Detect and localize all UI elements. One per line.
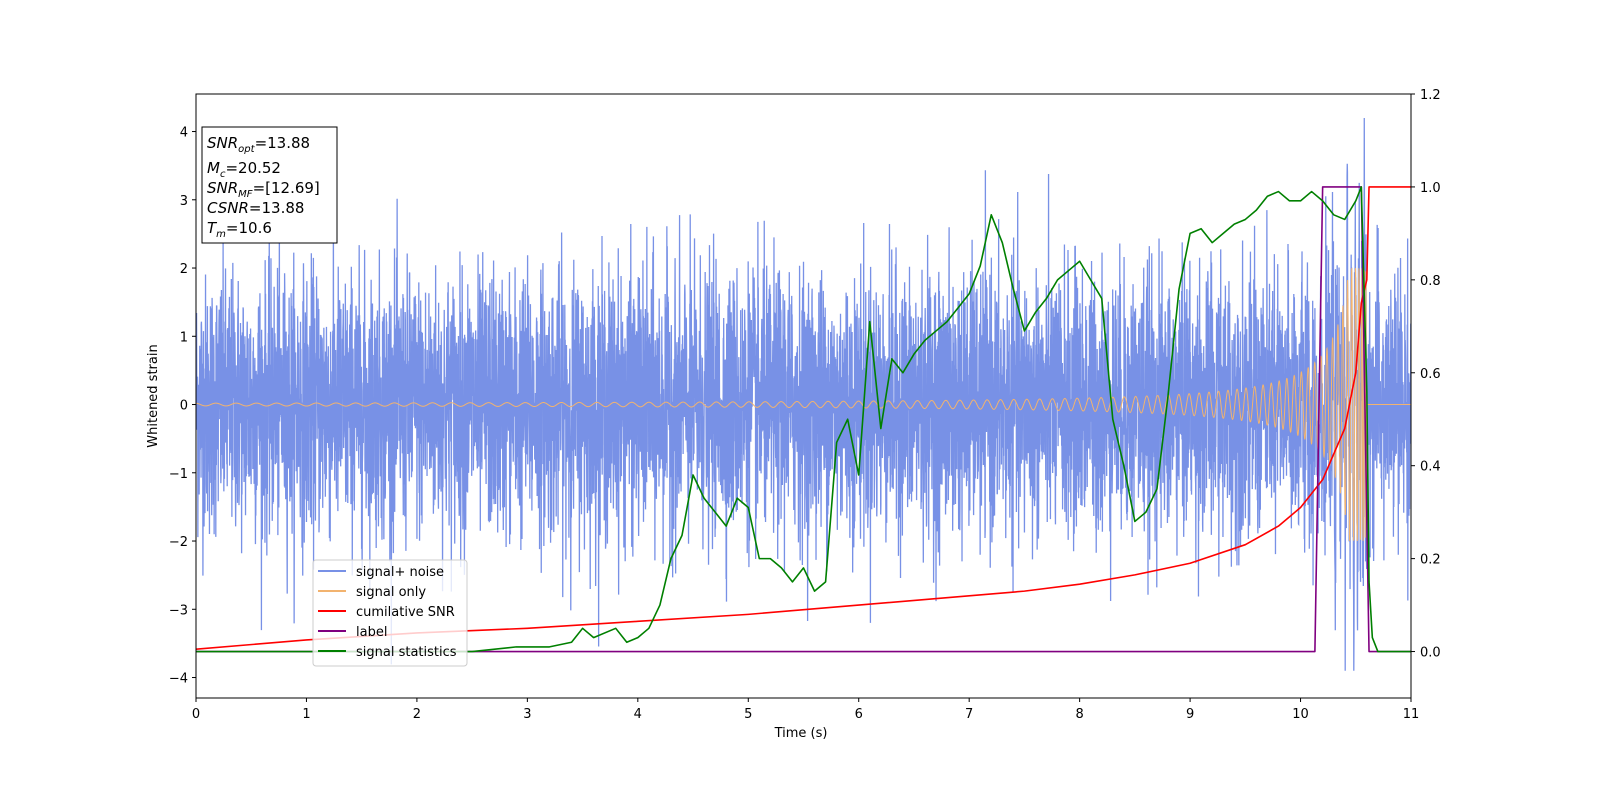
- x-tick-label: 7: [965, 707, 973, 722]
- info-snr-mf: SNRMF=[12.69]: [207, 179, 320, 200]
- info-tm: Tm=10.6: [207, 219, 272, 240]
- series-signal-noise-line: [196, 117, 1411, 671]
- legend-label-signal-statistics: signal statistics: [356, 645, 457, 660]
- series-layer: [196, 117, 1411, 671]
- y-left-tick-label: 0: [180, 399, 188, 414]
- y-right-tick-label: 0.4: [1420, 460, 1441, 475]
- info-box-frame: [201, 126, 338, 244]
- y-right-tick-label: 0.0: [1420, 646, 1441, 661]
- series-label-line: [196, 186, 1411, 653]
- y-right-tick-label: 0.6: [1420, 367, 1441, 382]
- y-right-tick-label: 0.2: [1420, 553, 1441, 568]
- x-tick-label: 6: [855, 707, 863, 722]
- x-tick-label: 2: [413, 707, 421, 722]
- y-right-tick-label: 0.8: [1420, 274, 1441, 289]
- y-right-tick-label: 1.0: [1420, 181, 1441, 196]
- info-csnr: CSNR=13.88: [207, 199, 304, 217]
- y-left-tick-label: 2: [180, 262, 188, 277]
- series-signal-only-line: [196, 268, 1411, 542]
- x-tick-label: 11: [1403, 707, 1420, 722]
- legend-frame: [312, 559, 468, 667]
- info-mc: Mc=20.52: [207, 159, 281, 180]
- plot-frame: [195, 93, 1412, 699]
- y-left-tick-label: −2: [169, 535, 188, 550]
- y-left-tick-label: 1: [180, 330, 188, 345]
- legend: signal+ noise signal only cumilative SNR…: [312, 559, 468, 667]
- y-left-tick-label: 4: [180, 126, 188, 141]
- info-box: SNRopt=13.88 Mc=20.52 SNRMF=[12.69] CSNR…: [201, 126, 338, 244]
- y-left-tick-label: −3: [169, 603, 188, 618]
- x-tick-label: 0: [192, 707, 200, 722]
- x-tick-label: 4: [634, 707, 642, 722]
- x-tick-label: 8: [1075, 707, 1083, 722]
- series-cumulative-snr-line: [196, 186, 1411, 651]
- x-tick-label: 9: [1186, 707, 1194, 722]
- x-tick-label: 5: [744, 707, 752, 722]
- x-tick-label: 10: [1292, 707, 1309, 722]
- y-axis-label: Whitened strain: [146, 344, 161, 447]
- info-snr-opt: SNRopt=13.88: [207, 134, 310, 155]
- y-right-tick-label: 1.2: [1420, 88, 1441, 103]
- y-left-tick-label: −4: [169, 672, 188, 687]
- x-axis-label: Time (s): [774, 726, 828, 741]
- y-axis-right: 1.2 1.0 0.8 0.6 0.4 0.2 0.0: [1411, 88, 1441, 661]
- series-signal-statistics-line: [196, 186, 1411, 653]
- legend-label-cumulative-snr: cumilative SNR: [356, 605, 455, 620]
- y-left-tick-label: 3: [180, 194, 188, 209]
- x-tick-label: 1: [302, 707, 310, 722]
- y-left-tick-label: −1: [169, 467, 188, 482]
- legend-label-signal-only: signal only: [356, 585, 426, 600]
- legend-label-label: label: [356, 625, 387, 640]
- y-axis-left: 4 3 2 1 0 −1 −2 −3 −4: [169, 126, 196, 687]
- legend-label-signal-noise: signal+ noise: [356, 565, 444, 580]
- x-axis: 0 1 2 3 4 5 6 7 8 9 10 11: [192, 698, 1419, 722]
- x-tick-label: 3: [523, 707, 531, 722]
